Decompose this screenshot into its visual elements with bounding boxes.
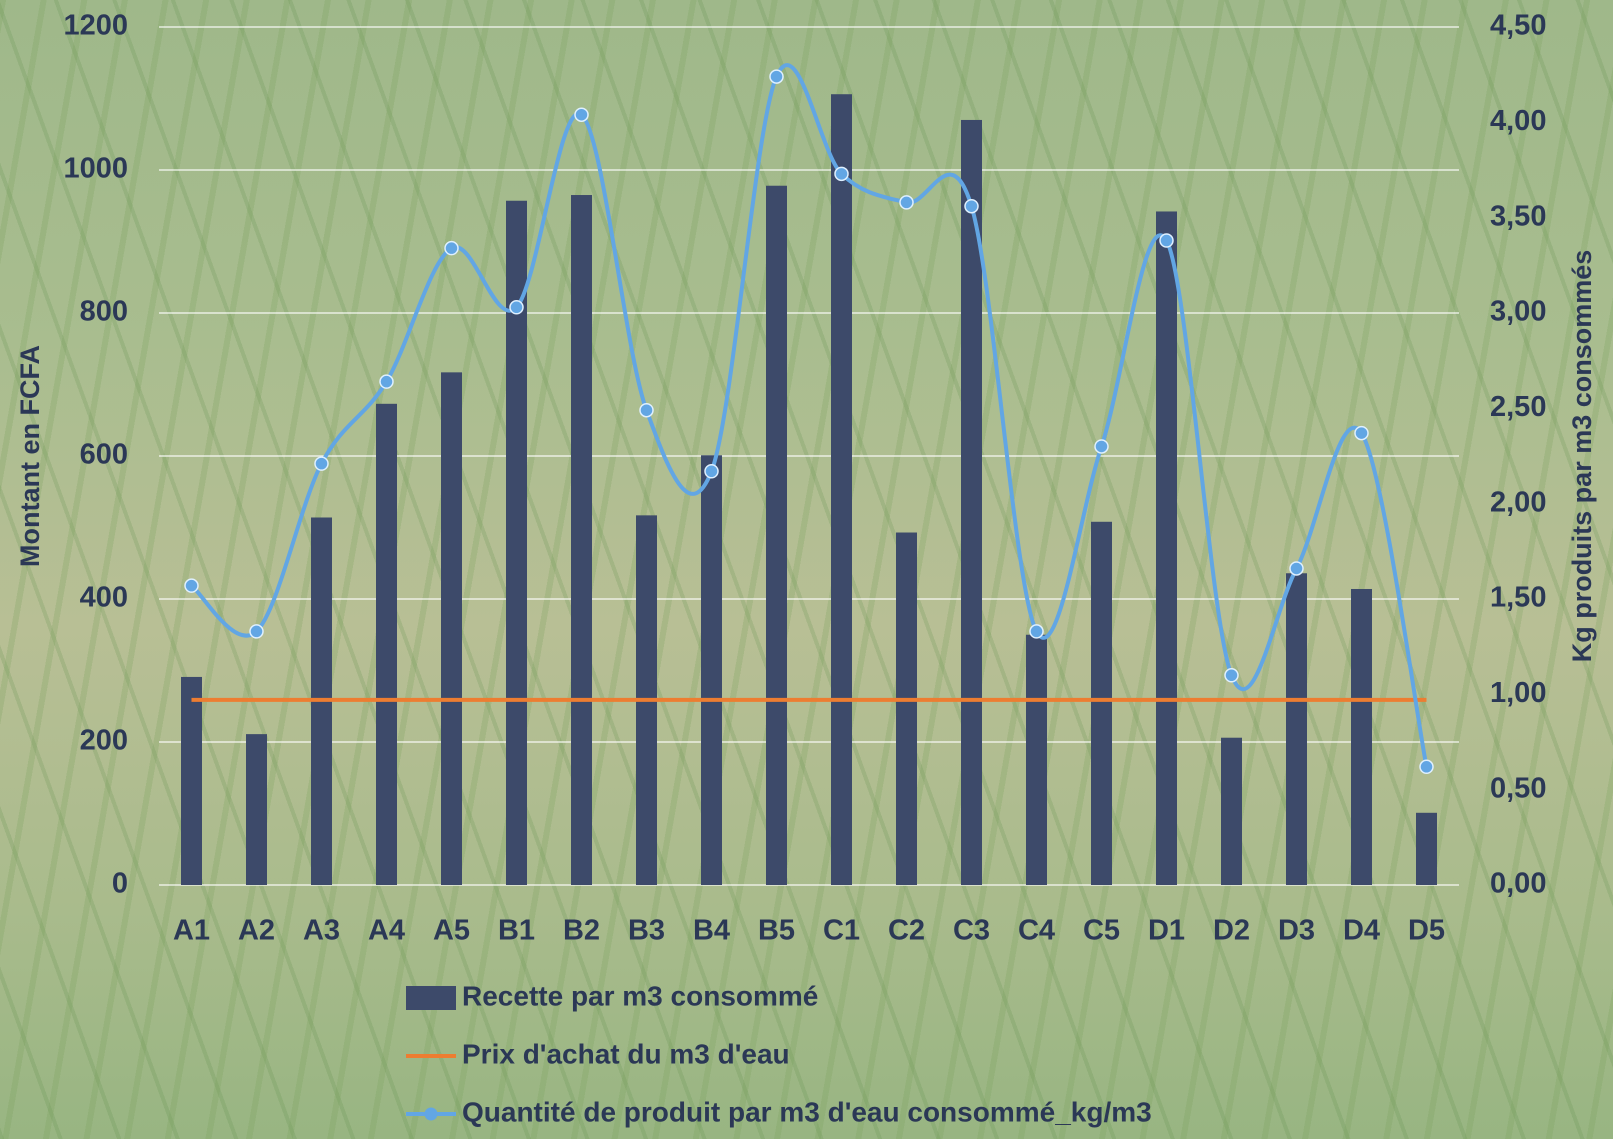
x-tick-label: B5: [758, 915, 795, 947]
x-tick-label: A2: [238, 915, 275, 947]
line-marker: [639, 402, 654, 418]
y2-tick-label: 3,50: [1490, 200, 1546, 232]
y-tick-label: 200: [80, 725, 128, 757]
legend-swatch: [406, 986, 456, 1010]
bar: [571, 195, 592, 885]
line-marker: [1289, 561, 1304, 576]
y2-tick-label: 3,00: [1490, 296, 1546, 328]
legend-label: Recette par m3 consommé: [462, 980, 818, 1011]
x-tick-label: A3: [303, 915, 340, 947]
y-tick-label: 800: [80, 296, 128, 328]
y-tick-label: 1000: [63, 153, 128, 185]
bar: [1026, 634, 1047, 885]
line-marker: [834, 166, 849, 182]
x-tick-label: C3: [953, 915, 990, 947]
line-marker: [1224, 668, 1239, 683]
x-tick-label: C5: [1083, 915, 1120, 947]
y2-tick-label: 0,50: [1490, 772, 1546, 804]
bar: [1091, 521, 1112, 885]
x-tick-label: A4: [368, 915, 405, 947]
line-marker: [769, 69, 784, 84]
y2-tick-label: 1,00: [1490, 677, 1546, 709]
y-axis-title: Montant en FCFA: [15, 345, 45, 567]
y-tick-label: 0: [112, 868, 128, 900]
bar: [181, 676, 202, 885]
line-marker: [704, 464, 719, 479]
y2-tick-label: 2,00: [1490, 486, 1546, 518]
x-tick-label: D2: [1213, 915, 1250, 947]
bar: [766, 185, 787, 886]
line-marker: [444, 240, 459, 256]
line-marker: [1094, 439, 1109, 454]
bar: [961, 119, 982, 885]
line-marker: [899, 195, 914, 210]
x-tick-label: C1: [823, 915, 860, 947]
line-marker: [249, 624, 264, 639]
line-marker: [1029, 624, 1044, 639]
bar: [1351, 588, 1372, 885]
x-tick-label: D1: [1148, 915, 1185, 947]
bar: [441, 372, 462, 886]
line-marker: [574, 107, 589, 122]
bar: [1286, 573, 1307, 885]
y-tick-label: 1200: [63, 10, 128, 42]
bar: [896, 532, 917, 885]
x-tick-label: A5: [433, 915, 470, 947]
line-marker: [964, 198, 979, 214]
bar: [1416, 812, 1437, 885]
y2-tick-label: 4,00: [1490, 105, 1546, 137]
bar: [376, 403, 397, 885]
legend-label: Quantité de produit par m3 d'eau consomm…: [462, 1096, 1152, 1127]
bar: [246, 734, 267, 885]
y2-tick-label: 0,00: [1490, 868, 1546, 900]
line-marker: [314, 456, 329, 471]
bar: [1221, 737, 1242, 885]
y-tick-label: 400: [80, 582, 128, 614]
legend-label: Prix d'achat du m3 d'eau: [462, 1038, 790, 1069]
bar: [1156, 211, 1177, 886]
x-tick-label: C4: [1018, 915, 1055, 947]
x-tick-label: B2: [563, 915, 600, 947]
line-marker: [509, 300, 524, 315]
line-marker: [1159, 233, 1174, 248]
bar: [701, 455, 722, 885]
y-tick-label: 600: [80, 439, 128, 471]
x-tick-label: B3: [628, 915, 665, 947]
line-marker: [1354, 425, 1369, 441]
line-marker: [184, 578, 199, 593]
y2-tick-label: 1,50: [1490, 582, 1546, 614]
y2-tick-label: 4,50: [1490, 10, 1546, 42]
x-tick-label: D5: [1408, 915, 1445, 947]
x-tick-label: D4: [1343, 915, 1380, 947]
x-tick-label: B4: [693, 915, 730, 947]
bar: [506, 200, 527, 885]
y2-tick-label: 2,50: [1490, 391, 1546, 423]
y2-axis-title: Kg produits par m3 consommés: [1567, 250, 1597, 663]
line-marker: [379, 374, 394, 389]
x-tick-label: D3: [1278, 915, 1315, 947]
x-tick-label: A1: [173, 915, 210, 947]
x-tick-label: B1: [498, 915, 535, 947]
legend-swatch-marker: [424, 1107, 438, 1121]
bar: [831, 94, 852, 885]
x-tick-label: C2: [888, 915, 925, 947]
line-marker: [1419, 759, 1434, 775]
